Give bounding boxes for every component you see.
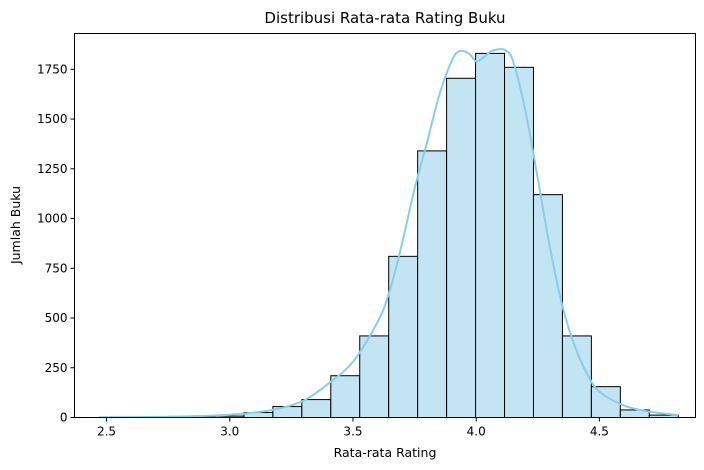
histogram-bar-14	[504, 66, 534, 419]
y-tick-label: 500	[45, 311, 68, 325]
x-tick-label: 3.5	[343, 425, 362, 439]
histogram-bar-12	[446, 77, 477, 418]
plot-frame	[74, 33, 696, 418]
y-tick-label: 1500	[37, 112, 68, 126]
y-axis-ticks: 0 250 500 750 1000 1250 1500 1750	[37, 62, 75, 425]
y-axis-label: Jumlah Buku	[8, 186, 23, 265]
chart-title: Distribusi Rata-rata Rating Buku	[264, 9, 505, 27]
x-axis-label: Rata-rata Rating	[334, 445, 437, 460]
x-tick-label: 4.5	[590, 425, 609, 439]
histogram-bar-11	[417, 150, 448, 418]
y-tick-label: 1000	[37, 212, 68, 226]
y-tick-label: 0	[60, 411, 68, 425]
y-tick-label: 750	[45, 261, 68, 275]
histogram-bar-16	[561, 335, 592, 418]
x-tick-label: 2.5	[97, 425, 116, 439]
histogram-bar-15	[532, 194, 563, 418]
histogram-bar-13	[475, 52, 506, 419]
histogram-bar-9	[359, 335, 390, 418]
y-tick-label: 1250	[37, 162, 68, 176]
x-tick-label: 4.0	[467, 425, 486, 439]
x-tick-label: 3.0	[220, 425, 239, 439]
x-axis-ticks: 2.5 3.0 3.5 4.0 4.5	[97, 417, 609, 439]
y-tick-label: 250	[45, 361, 68, 375]
histogram-bars	[98, 52, 679, 419]
histogram-bar-8	[330, 375, 361, 419]
histogram-bar-7	[301, 399, 332, 418]
kde-curve	[99, 48, 679, 419]
y-tick-label: 1750	[37, 62, 68, 76]
